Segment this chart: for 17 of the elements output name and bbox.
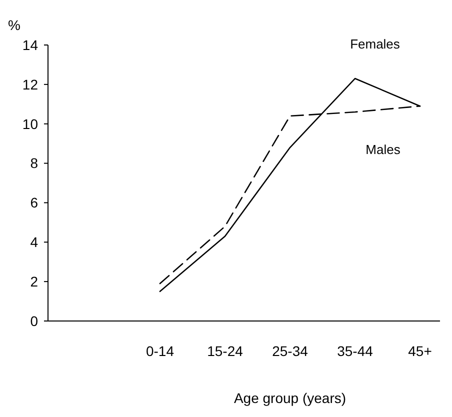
x-tick-label: 45+ (408, 343, 432, 359)
y-tick-label: 14 (22, 36, 38, 53)
y-tick-label: 6 (30, 194, 38, 211)
text: Females (350, 36, 400, 52)
y-tick-label: 0 (30, 312, 38, 329)
x-axis-title: Age group (years) (234, 390, 346, 406)
x-tick-label: 0-14 (146, 343, 174, 359)
x-tick-label: 15-24 (207, 343, 244, 359)
y-tick-label: 2 (30, 273, 38, 290)
text: Males (366, 142, 401, 157)
y-tick-label: 4 (30, 234, 38, 250)
y-tick-label: 10 (22, 116, 38, 132)
x-tick-label: 25-34 (272, 343, 308, 359)
y-axis-title: % (8, 17, 20, 33)
y-tick-label: 8 (30, 155, 38, 172)
y-tick-label: 12 (22, 76, 38, 92)
x-tick-label: 35-44 (337, 343, 374, 359)
